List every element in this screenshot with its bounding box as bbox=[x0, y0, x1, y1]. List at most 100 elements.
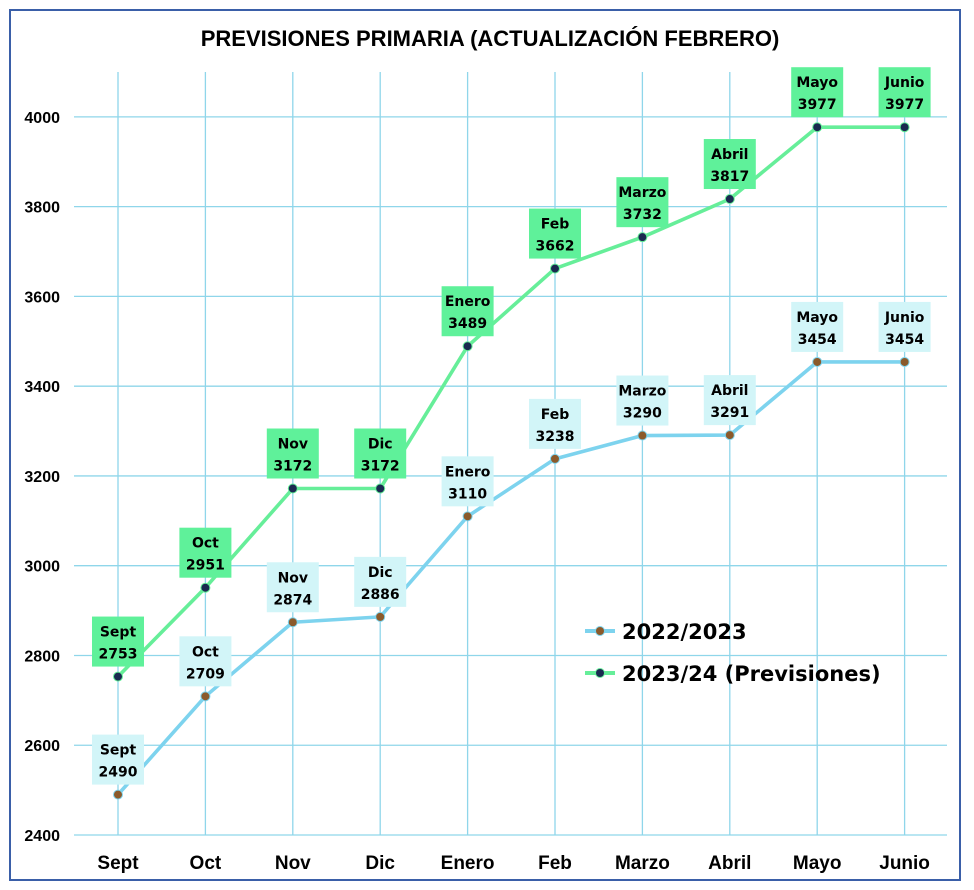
data-label-category: Junio bbox=[884, 310, 925, 326]
data-label-value: 3662 bbox=[536, 239, 575, 255]
data-label: Feb 3662 bbox=[529, 208, 581, 259]
data-label-category: Feb bbox=[541, 407, 570, 423]
data-point bbox=[899, 356, 910, 367]
data-label-box bbox=[616, 375, 669, 426]
x-tick-label: Nov bbox=[275, 853, 311, 874]
data-label-category: Nov bbox=[278, 437, 308, 453]
data-label-box bbox=[92, 616, 144, 667]
data-label-box bbox=[354, 556, 407, 607]
y-tick-label: 3800 bbox=[24, 200, 60, 217]
data-label-box bbox=[878, 301, 931, 352]
data-label-category: Abril bbox=[711, 383, 748, 399]
y-axis-ticks: 2400 2600 2800 3000 3200 3400 3600 3800 4000 bbox=[24, 110, 60, 845]
data-label-value: 3172 bbox=[273, 459, 312, 475]
data-label-box bbox=[791, 301, 844, 352]
data-label-box bbox=[266, 428, 319, 479]
series-line bbox=[116, 125, 905, 678]
y-tick-label: 3600 bbox=[24, 289, 60, 306]
data-label: Abril 3291 bbox=[703, 375, 756, 426]
x-tick-label: Abril bbox=[708, 853, 751, 874]
x-tick-label: Dic bbox=[365, 853, 395, 874]
data-point bbox=[550, 453, 560, 464]
data-label-category: Nov bbox=[278, 570, 308, 586]
data-point bbox=[375, 611, 386, 622]
chart-frame bbox=[9, 9, 961, 881]
series-line bbox=[116, 360, 905, 796]
data-label-category: Mayo bbox=[796, 75, 838, 91]
data-point bbox=[637, 232, 648, 243]
series bbox=[113, 122, 910, 800]
y-tick-label: 2800 bbox=[24, 648, 60, 665]
data-label-category: Dic bbox=[368, 437, 393, 453]
y-tick-label: 2600 bbox=[24, 738, 60, 755]
data-label: Feb 3238 bbox=[529, 398, 581, 449]
data-label-value: 2951 bbox=[186, 558, 225, 574]
data-point bbox=[550, 263, 560, 274]
data-point bbox=[637, 430, 648, 441]
data-label-value: 2490 bbox=[99, 765, 138, 781]
y-tick-label: 3400 bbox=[24, 379, 60, 396]
data-label: Enero 3110 bbox=[441, 456, 494, 507]
grid bbox=[74, 72, 947, 836]
data-label-box bbox=[266, 562, 319, 613]
data-point bbox=[462, 341, 473, 352]
data-label-value: 3454 bbox=[798, 332, 837, 348]
data-point bbox=[375, 483, 386, 494]
data-label: Nov 3172 bbox=[266, 428, 319, 479]
data-label: Enero 3489 bbox=[441, 286, 494, 337]
data-label-category: Sept bbox=[100, 743, 137, 759]
x-tick-label: Feb bbox=[538, 853, 572, 874]
x-tick-label: Mayo bbox=[793, 853, 842, 874]
x-tick-label: Oct bbox=[190, 853, 222, 874]
y-tick-label: 3200 bbox=[24, 469, 60, 486]
data-label-category: Junio bbox=[884, 75, 925, 91]
legend-label: 2023/24 (Previsiones) bbox=[622, 662, 881, 686]
data-label-value: 3454 bbox=[885, 332, 924, 348]
data-label-value: 3977 bbox=[885, 97, 924, 113]
data-label: Mayo 3454 bbox=[791, 301, 844, 352]
data-point bbox=[724, 194, 735, 205]
data-label-category: Oct bbox=[192, 536, 219, 552]
data-label-value: 2753 bbox=[99, 647, 138, 663]
data-label-value: 2874 bbox=[273, 592, 312, 608]
x-tick-label: Marzo bbox=[615, 853, 670, 874]
data-label-box bbox=[441, 456, 494, 507]
data-point bbox=[724, 430, 735, 441]
data-point bbox=[287, 617, 298, 628]
data-labels: Sept 2490 Oct 2709 Nov 2874 Dic 2886 Enero 3110 Fe… bbox=[92, 67, 931, 785]
data-label: Junio 3454 bbox=[878, 301, 931, 352]
data-label-box bbox=[878, 67, 931, 118]
data-label-category: Sept bbox=[100, 625, 137, 641]
x-tick-label: Sept bbox=[97, 853, 139, 874]
y-tick-label: 4000 bbox=[24, 110, 60, 127]
data-label-category: Marzo bbox=[618, 384, 666, 400]
data-label: Abril 3817 bbox=[703, 139, 756, 190]
x-tick-label: Enero bbox=[441, 853, 495, 874]
data-label: Mayo 3977 bbox=[791, 67, 844, 118]
data-label: Sept 2753 bbox=[92, 616, 144, 667]
data-label-box bbox=[703, 139, 756, 190]
data-label: Marzo 3290 bbox=[616, 375, 669, 426]
data-label: Dic 3172 bbox=[354, 428, 407, 479]
data-point bbox=[113, 789, 123, 800]
data-point bbox=[899, 122, 910, 133]
data-label-value: 3238 bbox=[536, 429, 575, 445]
data-label-box bbox=[441, 286, 494, 337]
data-label-box bbox=[92, 734, 144, 785]
data-label: Oct 2951 bbox=[179, 527, 232, 578]
x-axis-ticks: Sept Oct Nov Dic Enero Feb Marzo Abril Mayo Junio bbox=[97, 853, 930, 874]
data-label-value: 3110 bbox=[448, 486, 487, 502]
data-label-category: Enero bbox=[445, 464, 491, 480]
data-label-value: 2709 bbox=[186, 666, 225, 682]
data-label: Junio 3977 bbox=[878, 67, 931, 118]
y-tick-label: 2400 bbox=[24, 828, 60, 845]
legend-label: 2022/2023 bbox=[622, 620, 747, 644]
chart-title: PREVISIONES PRIMARIA (ACTUALIZACIÓN FEBR… bbox=[201, 26, 780, 51]
data-label: Marzo 3732 bbox=[616, 177, 669, 228]
data-label: Oct 2709 bbox=[179, 636, 232, 687]
data-label-box bbox=[179, 636, 232, 687]
data-label: Sept 2490 bbox=[92, 734, 144, 785]
data-point bbox=[200, 582, 211, 593]
data-label-category: Marzo bbox=[618, 185, 666, 201]
data-label: Dic 2886 bbox=[354, 556, 407, 607]
